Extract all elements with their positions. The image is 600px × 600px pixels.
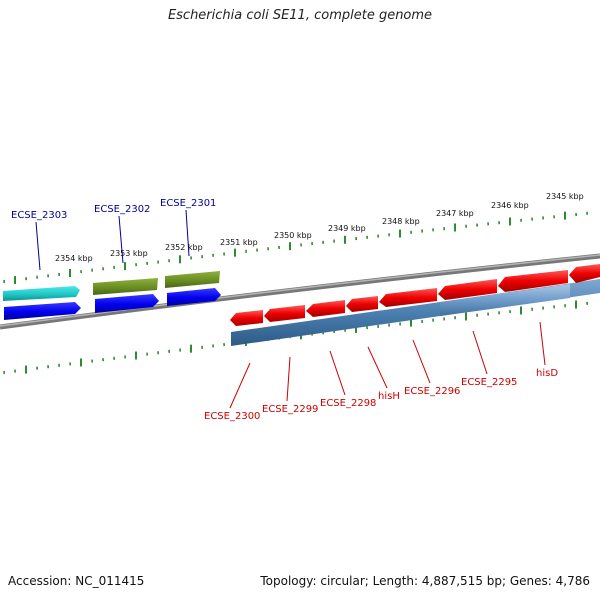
gene-label-hish[interactable]: hisH [378,391,400,402]
gene-arrow-ecse-2303-cyan[interactable] [3,286,80,301]
outer-tick-ring [3,211,588,285]
scale-labels: 2354 kbp 2353 kbp 2352 kbp 2351 kbp 2350… [55,192,584,263]
forward-gene-callouts [35,209,190,271]
scale-label: 2350 kbp [274,231,312,240]
gene-arrow-ecse-2301-olive[interactable] [165,271,220,288]
reverse-gene-callouts [229,321,546,409]
scale-label: 2351 kbp [220,238,258,247]
gene-label-ecse-2298[interactable]: ECSE_2298 [320,398,376,409]
gene-arrow-ecse-2302-olive[interactable] [93,278,158,295]
scale-label: 2353 kbp [110,249,148,258]
gene-label-hisd[interactable]: hisD [536,368,558,379]
topology-text: Topology: circular; Length: 4,887,515 bp… [260,574,590,588]
scale-label: 2348 kbp [382,217,420,226]
gene-arrow-red[interactable] [346,296,378,312]
scale-label: 2354 kbp [55,254,93,263]
gene-label-ecse-2296[interactable]: ECSE_2296 [404,386,460,397]
genome-backbone [0,253,600,330]
map-title: Escherichia coli SE11, complete genome [167,8,433,23]
scale-label: 2346 kbp [491,201,529,210]
gene-arrow-red[interactable] [498,270,568,292]
gene-arrow-red[interactable] [438,279,497,300]
gene-label-ecse-2300[interactable]: ECSE_2300 [204,411,260,422]
gene-label-ecse-2301[interactable]: ECSE_2301 [160,198,216,209]
gene-band-steel-light[interactable] [440,284,570,316]
gene-label-ecse-2302[interactable]: ECSE_2302 [94,204,150,215]
scale-label: 2349 kbp [328,224,366,233]
genome-backbone-highlight [0,254,600,327]
forward-features [3,271,221,320]
gene-label-ecse-2303[interactable]: ECSE_2303 [11,210,67,221]
gene-arrow-ecse-2303-blue[interactable] [4,302,81,320]
gene-label-ecse-2299[interactable]: ECSE_2299 [262,404,318,415]
accession-text: Accession: NC_011415 [8,574,145,588]
gene-label-ecse-2295[interactable]: ECSE_2295 [461,377,517,388]
reverse-features [230,264,600,346]
gene-arrow-ecse-2301-blue[interactable] [167,288,221,306]
gene-arrow-red[interactable] [379,288,437,307]
scale-label: 2345 kbp [546,192,584,201]
gene-arrow-red[interactable] [569,264,600,283]
gene-arrow-ecse-2302-blue[interactable] [95,294,159,313]
scale-label: 2347 kbp [436,209,474,218]
gene-arrow-red[interactable] [264,305,305,322]
gene-arrow-red[interactable] [230,310,263,326]
gene-arrow-red[interactable] [306,300,345,317]
scale-label: 2352 kbp [165,243,203,252]
